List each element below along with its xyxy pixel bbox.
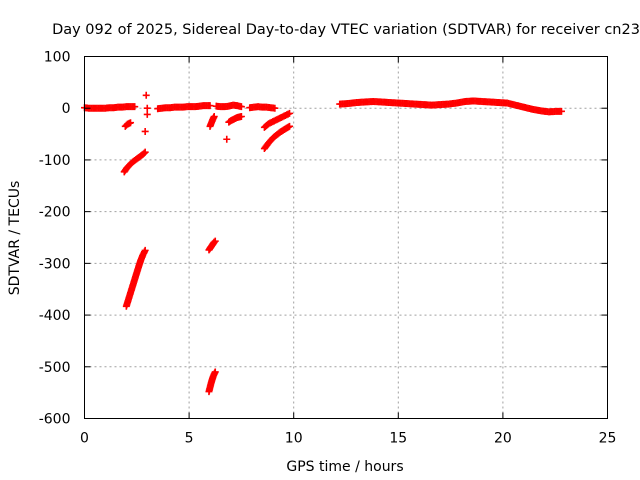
data-point [210,238,218,246]
data-point [143,110,151,118]
y-tick-label: 0 [62,101,71,117]
data-point [141,148,149,156]
x-tick-label: 20 [494,431,512,447]
x-tick-label: 0 [80,431,89,447]
data-point [210,112,218,120]
data-point [142,91,150,99]
data-point [211,368,219,376]
y-tick-label: 100 [44,50,71,66]
y-tick-label: -300 [39,256,71,272]
plot-frame [84,56,608,419]
data-point [286,122,294,130]
data-point [271,104,279,112]
data-point [143,104,151,112]
data-point [286,109,294,117]
x-tick-label: 15 [389,431,407,447]
y-tick-label: -100 [39,153,71,169]
x-tick-label: 5 [185,431,194,447]
y-axis-label: SDTVAR / TECUs [7,181,23,296]
data-point [211,237,219,245]
data-point [140,149,148,157]
y-tick-label: -500 [39,360,71,376]
y-tick-label: -600 [39,412,71,428]
chart-title: Day 092 of 2025, Sidereal Day-to-day VTE… [52,22,640,38]
x-tick-label: 25 [599,431,617,447]
data-point [206,102,214,110]
data-point [127,119,135,127]
x-axis-label: GPS time / hours [286,459,403,475]
data-points [81,91,565,396]
y-tick-label: -400 [39,308,71,324]
data-point [237,103,245,111]
axis-ticks: 0 5 10 15 20 25 100 0 -100 -200 -300 -400 -500 -600 [39,50,617,447]
data-point [141,246,149,254]
data-point [141,127,149,135]
data-point [557,107,565,115]
x-tick-label: 10 [285,431,303,447]
data-point [131,103,139,111]
data-point [237,112,245,120]
data-point [223,135,231,143]
y-tick-label: -200 [39,205,71,221]
